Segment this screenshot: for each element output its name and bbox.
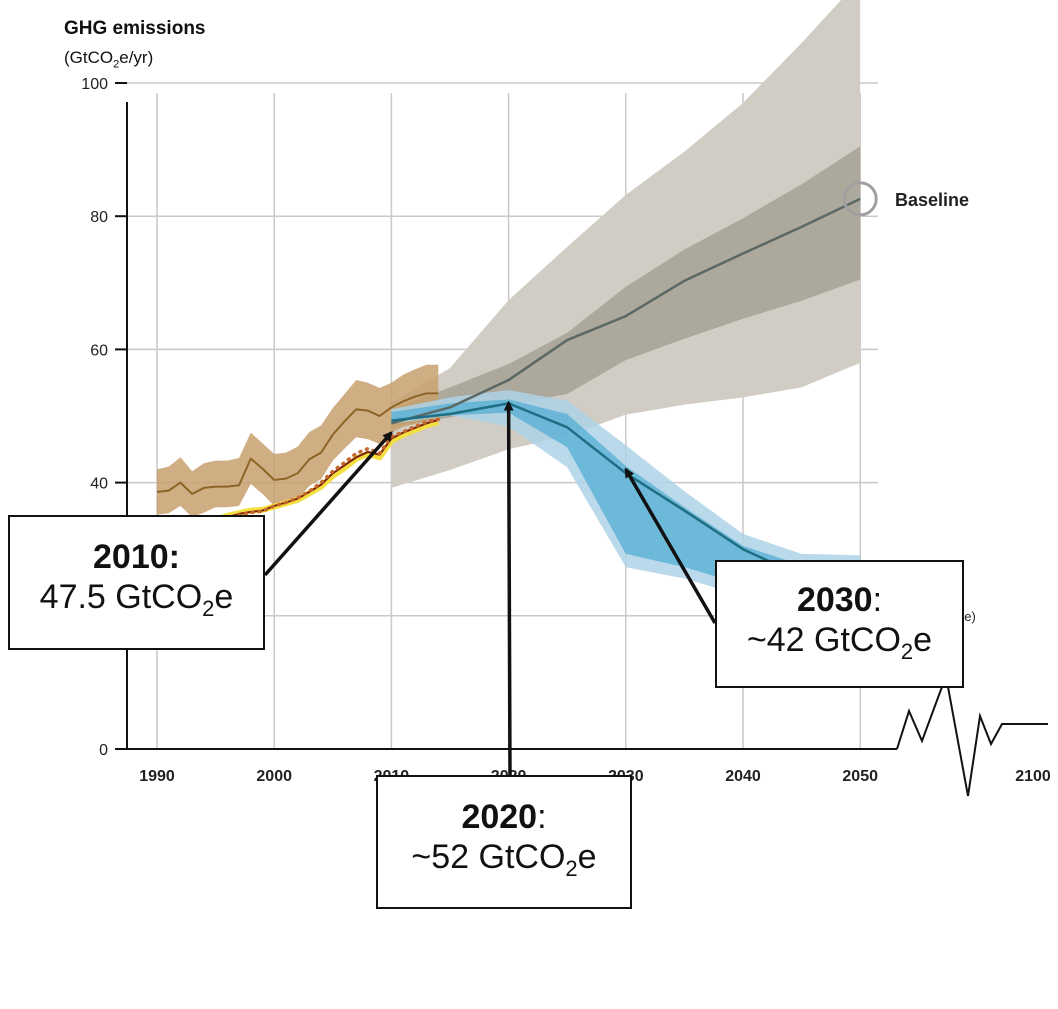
y-axis-unit: (GtCO2e/yr)	[64, 48, 153, 70]
y-tick-label-60: 60	[90, 342, 108, 359]
baseline-median-line	[391, 197, 861, 425]
y-tick-label-0: 0	[99, 742, 108, 759]
callout-2020-heading: 2020:	[378, 797, 630, 837]
callout-2020-unit: e	[577, 838, 597, 877]
x-tick-label-2050: 2050	[842, 768, 878, 785]
callout-2010-value: 47.5 GtCO	[39, 578, 203, 617]
baseline-end-marker	[842, 181, 878, 217]
callout-2020-year: 2020	[461, 798, 538, 836]
unit-suffix: e/yr)	[119, 48, 154, 67]
unit-subscript: 2	[113, 58, 120, 71]
callout-2030-value: ~42 GtCO	[746, 621, 901, 660]
unit-prefix: (GtCO	[64, 48, 114, 67]
callout-2020-value: ~52 GtCO	[411, 838, 566, 877]
x-tick-label-1990: 1990	[139, 768, 175, 785]
callout-2020: 2020: ~52 GtCO2e	[376, 775, 632, 909]
arrow-2010	[263, 431, 393, 577]
axis-break-zigzag	[896, 672, 1048, 797]
callout-2010-unit: e	[214, 578, 234, 617]
callout-2010-year: 2010	[93, 538, 169, 576]
callout-2010-heading: 2010:	[10, 537, 263, 577]
arrow-2030	[624, 467, 717, 624]
callout-2030-sep: :	[872, 581, 883, 619]
baseline-label: Baseline	[895, 190, 969, 210]
y-tick-label-100: 100	[81, 76, 108, 93]
callout-2020-sep: :	[537, 798, 547, 836]
callout-2010-sub: 2	[202, 595, 215, 621]
historical-median-line	[156, 392, 439, 495]
callout-2030-amount: ~42 GtCO2e	[717, 620, 962, 665]
callout-2030-sub: 2	[900, 638, 914, 664]
callout-2020-amount: ~52 GtCO2e	[378, 837, 630, 882]
y-tick-label-40: 40	[90, 476, 108, 493]
x-tick-label-2040: 2040	[725, 768, 761, 785]
baseline-inner-range	[391, 146, 861, 428]
historical-range-band	[157, 364, 439, 518]
arrow-2020	[503, 400, 514, 776]
x-tick-label-2000: 2000	[256, 768, 292, 785]
callout-2020-sub: 2	[565, 855, 578, 881]
callout-2030-year: 2030	[796, 581, 873, 619]
callout-arrows	[263, 400, 717, 776]
callout-2030-heading: 2030:	[717, 580, 962, 620]
callout-2010-sep: :	[168, 538, 180, 576]
callout-2030-unit: e	[913, 621, 933, 660]
chart-title: GHG emissions	[64, 18, 206, 39]
callout-2010-amount: 47.5 GtCO2e	[10, 577, 263, 622]
callout-2010: 2010: 47.5 GtCO2e	[8, 515, 265, 650]
callout-2030: 2030: ~42 GtCO2e	[715, 560, 964, 688]
y-tick-label-80: 80	[90, 209, 108, 226]
x-tick-label-2100: 2100	[1015, 768, 1051, 785]
